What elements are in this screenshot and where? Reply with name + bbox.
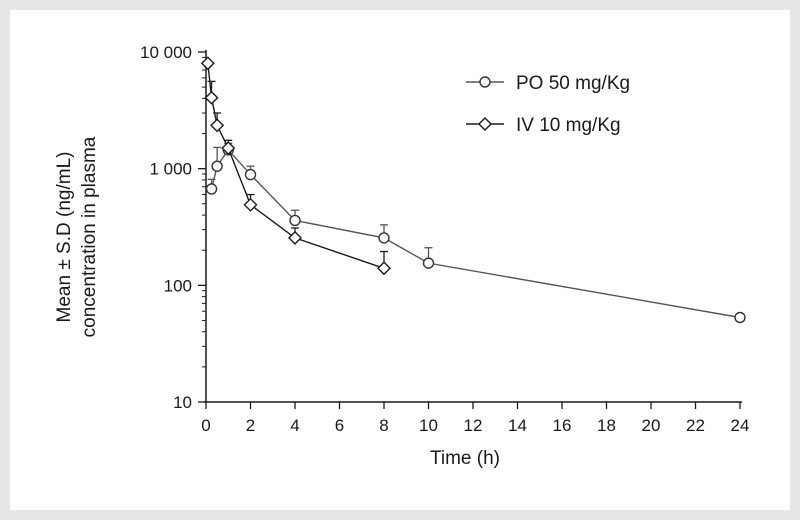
y-tick-label: 1 000: [149, 160, 192, 179]
data-point: [289, 214, 301, 227]
y-tick-label: 100: [164, 276, 192, 295]
x-tick-label: 0: [201, 416, 210, 435]
legend: PO 50 mg/Kg IV 10 mg/Kg: [466, 73, 630, 136]
legend-item-po: PO 50 mg/Kg: [466, 73, 630, 94]
data-point: [204, 90, 219, 105]
legend-label-po: PO 50 mg/Kg: [516, 73, 630, 94]
chart-panel: 0 2 4 6 8 10 12 14 16 18 20 22 24 10 100 1 000 10 000 Ti…: [10, 10, 790, 510]
data-point: [422, 257, 435, 269]
legend-item-iv: IV 10 mg/Kg: [466, 115, 621, 136]
x-tick-label: 4: [290, 416, 299, 435]
legend-marker: [479, 76, 491, 88]
data-point: [244, 168, 257, 181]
legend-label-iv: IV 10 mg/Kg: [516, 115, 621, 136]
x-tick-label: 12: [464, 416, 483, 435]
data-point: [200, 56, 215, 71]
series-layer: [200, 56, 746, 324]
data-point: [243, 197, 258, 212]
x-tick-label: 18: [597, 416, 616, 435]
series-po: [205, 142, 746, 324]
x-axis-title: Time (h): [430, 448, 500, 469]
legend-marker: [478, 117, 492, 131]
data-point: [288, 230, 302, 245]
x-tick-label: 24: [731, 416, 750, 435]
data-point: [205, 183, 218, 195]
data-point: [210, 118, 225, 133]
x-tick-label: 14: [508, 416, 527, 435]
y-tick-label: 10 000: [140, 43, 192, 62]
x-tick-label: 10: [419, 416, 438, 435]
x-tick-label: 20: [642, 416, 661, 435]
y-axis-title-line2: concentration in plasma: [79, 136, 100, 337]
x-tick-label: 6: [335, 416, 344, 435]
data-point: [221, 141, 236, 156]
data-point: [211, 160, 223, 172]
x-tick-label: 22: [686, 416, 705, 435]
data-point: [377, 261, 391, 276]
axes: [204, 50, 742, 403]
y-tick-label: 10: [173, 393, 192, 412]
data-point: [378, 232, 390, 244]
data-point: [734, 311, 746, 324]
legend-circle-icon: [479, 76, 491, 88]
x-tick-label: 16: [553, 416, 572, 435]
x-tick-label: 2: [246, 416, 255, 435]
series-iv: [200, 56, 391, 276]
y-axis-title-line1: Mean ± S.D (ng/mL): [54, 152, 75, 323]
x-tick-label: 8: [379, 416, 388, 435]
legend-diamond-icon: [478, 117, 492, 131]
series-line: [210, 148, 741, 319]
